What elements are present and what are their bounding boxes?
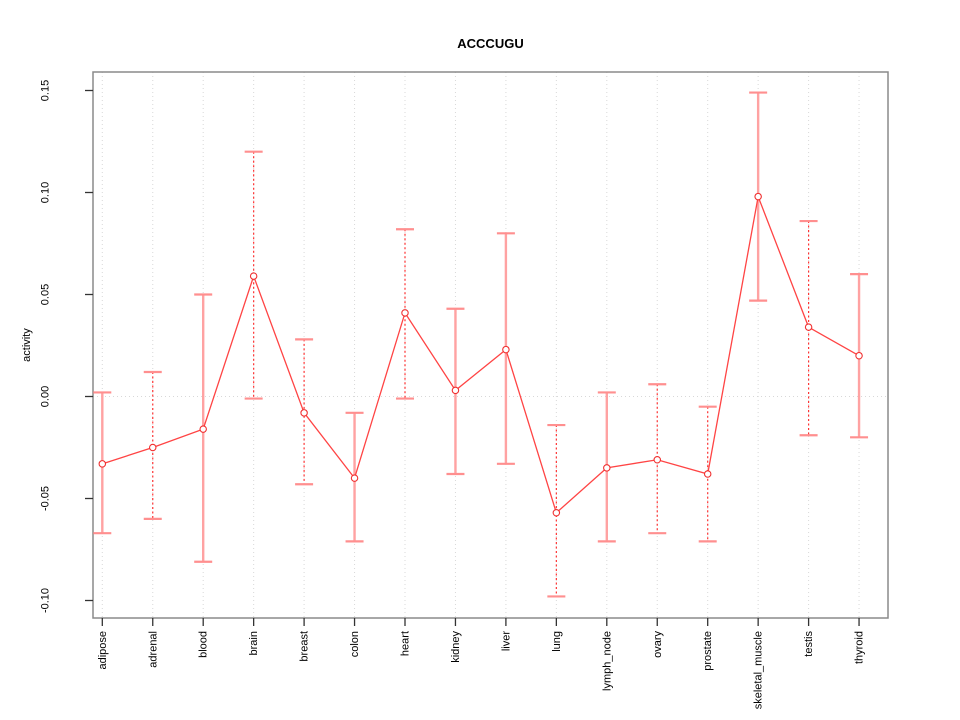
data-point [149, 443, 157, 452]
x-tick-label: testis [803, 631, 815, 657]
x-tick-label: blood [198, 631, 210, 658]
data-point [199, 425, 207, 433]
data-point [300, 409, 308, 417]
x-tick-label: kidney [450, 631, 462, 663]
x-tick-label: ovary [652, 631, 664, 658]
data-point [653, 455, 661, 464]
chart-title: ACCCUGU [457, 36, 524, 51]
y-tick-label: 0.15 [40, 80, 52, 101]
data-point [401, 309, 409, 317]
data-point [249, 272, 258, 280]
data-point [603, 464, 611, 472]
x-tick-label: prostate [702, 631, 714, 671]
data-point [754, 192, 762, 201]
y-tick-label: -0.10 [40, 588, 52, 613]
data-point [552, 509, 561, 517]
x-tick-label: colon [349, 631, 361, 657]
x-tick-label: thyroid [854, 631, 866, 664]
x-tick-label: adipose [97, 631, 109, 670]
series-line [102, 194, 860, 514]
y-tick-label: 0.05 [40, 284, 52, 305]
data-point [804, 323, 813, 331]
data-point [98, 460, 107, 468]
y-tick-label: -0.05 [40, 486, 52, 511]
x-tick-label: breast [299, 631, 311, 662]
x-tick-label: adrenal [147, 631, 159, 668]
x-tick-label: liver [500, 631, 512, 652]
x-tick-label: lymph_node [601, 631, 613, 691]
x-tick-label: skeletal_muscle [753, 631, 765, 709]
plot-frame [92, 71, 889, 619]
data-point [451, 386, 460, 395]
x-tick-label: lung [551, 631, 563, 652]
x-tick-label: heart [400, 631, 412, 656]
data-point [703, 470, 712, 478]
x-tick-label: brain [248, 631, 260, 655]
data-point [502, 345, 510, 354]
y-tick-label: 0.10 [40, 182, 52, 203]
y-tick-label: 0.00 [40, 386, 52, 407]
data-point [855, 351, 863, 360]
data-point [350, 474, 359, 482]
